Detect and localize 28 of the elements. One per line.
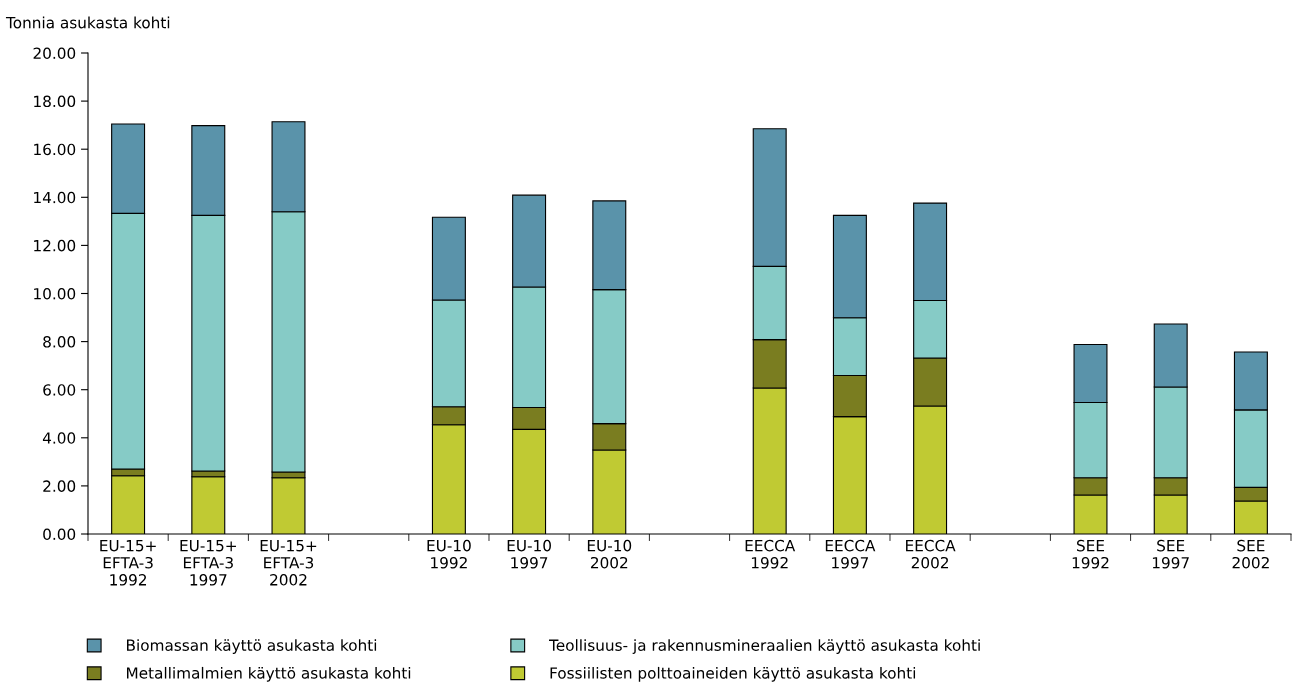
y-tick-label: 2.00 [43, 480, 76, 492]
y-tick-label: 12.00 [34, 239, 76, 252]
y-tick-label: 16.00 [34, 143, 76, 156]
y-tick-label: 10.00 [34, 287, 76, 300]
y-tick-label: 18.00 [34, 95, 76, 108]
y-tick-label: 20.00 [33, 47, 76, 60]
y-tick-label: 14.00 [34, 191, 76, 204]
x-tick-label: EU-10 1997 [507, 539, 551, 569]
legend-label: Biomassan käyttö asukasta kohti [127, 639, 377, 654]
legend-label: Fossiilisten polttoaineiden käyttö asukasta kohti [550, 666, 916, 682]
x-tick-label: EECCA 1997 [825, 539, 876, 569]
x-tick-label: EECCA 2002 [906, 539, 956, 569]
legend-label: Metallimalmien käyttö asukasta kohti [127, 666, 411, 682]
x-tick-label: EU-10 1992 [427, 539, 471, 569]
x-tick-label: SEE 1997 [1152, 539, 1189, 569]
y-tick-label: 0.00 [43, 528, 76, 541]
y-tick-label: 6.00 [43, 384, 76, 396]
y-tick-label: 4.00 [42, 432, 76, 444]
x-tick-label: EECCA 1992 [745, 539, 796, 569]
x-tick-label: EU-15+ EFTA-3 1997 [180, 540, 236, 586]
x-tick-label: EU-15+ EFTA-3 2002 [260, 540, 317, 586]
legend-label: Teollisuus- ja rakennusmineraalien käyttö asukasta kohti [549, 639, 980, 654]
x-tick-label: SEE 2002 [1232, 539, 1269, 569]
x-tick-label: SEE 1992 [1072, 539, 1109, 569]
y-tick-label: 8.00 [43, 336, 76, 348]
x-tick-label: EU-15+ EFTA-3 1992 [100, 540, 156, 586]
x-tick-label: EU-10 2002 [587, 539, 632, 569]
y-axis-title: Tonnia asukasta kohti [5, 16, 170, 29]
